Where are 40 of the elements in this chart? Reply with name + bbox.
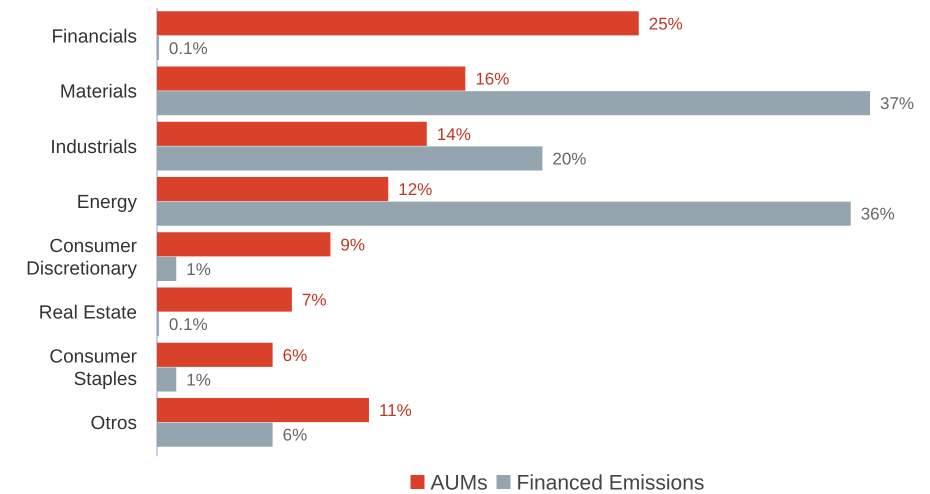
data-label: 9%	[340, 235, 366, 254]
data-label: 1%	[186, 370, 211, 390]
data-label: 7%	[302, 290, 326, 310]
data-label: 6%	[282, 346, 308, 365]
y-tick-label: Energy	[76, 192, 138, 214]
legend-label: AUMs	[430, 471, 488, 494]
y-tick-label: Real Estate	[38, 302, 137, 324]
bar	[157, 422, 273, 447]
bar	[157, 256, 176, 281]
y-tick-label: Consumer Discretionary	[26, 236, 138, 280]
bar	[157, 202, 851, 226]
bar	[157, 177, 388, 202]
bar	[157, 66, 466, 91]
y-tick-label: Consumer Staples	[49, 346, 138, 390]
data-label: 1%	[186, 260, 211, 279]
bar	[157, 91, 870, 116]
bar	[157, 342, 273, 367]
data-label: 11%	[378, 401, 412, 420]
bar	[157, 288, 292, 312]
bar	[157, 398, 369, 422]
data-label: 16%	[475, 70, 510, 89]
data-label: 14%	[436, 124, 471, 144]
bar	[157, 232, 330, 256]
data-label: 36%	[860, 204, 895, 224]
bar	[157, 11, 639, 36]
legend-label: Financed Emissions	[516, 471, 704, 494]
bar	[157, 367, 176, 392]
data-label: 12%	[398, 180, 432, 200]
bar	[157, 146, 542, 170]
y-tick-label: Industrials	[50, 136, 137, 158]
data-label: 0.1%	[168, 38, 208, 58]
data-label: 0.1%	[168, 315, 208, 334]
y-tick-label: Otros	[90, 413, 137, 434]
bar	[157, 122, 427, 146]
y-tick-label: Materials	[60, 82, 137, 103]
data-label: 20%	[552, 149, 586, 168]
data-label: 37%	[880, 94, 914, 114]
data-label: 6%	[282, 426, 308, 445]
y-tick-label: Financials	[51, 26, 137, 48]
data-label: 25%	[648, 14, 683, 34]
